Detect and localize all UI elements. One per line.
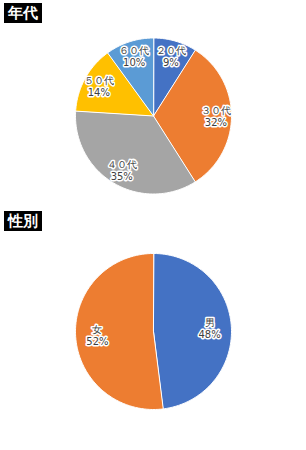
svg-text:男48%: 男48% — [198, 317, 220, 340]
svg-text:３０代32%: ３０代32% — [201, 105, 231, 128]
svg-text:４０代35%: ４０代35% — [107, 159, 137, 182]
svg-text:２０代9%: ２０代9% — [156, 45, 186, 68]
svg-text:５０代14%: ５０代14% — [84, 75, 114, 98]
html-text:年代: 年代 — [8, 4, 38, 22]
html-text:性別: 性別 — [8, 212, 38, 230]
svg-text:女52%: 女52% — [86, 324, 108, 347]
svg-text:６０代10%: ６０代10% — [119, 45, 149, 68]
